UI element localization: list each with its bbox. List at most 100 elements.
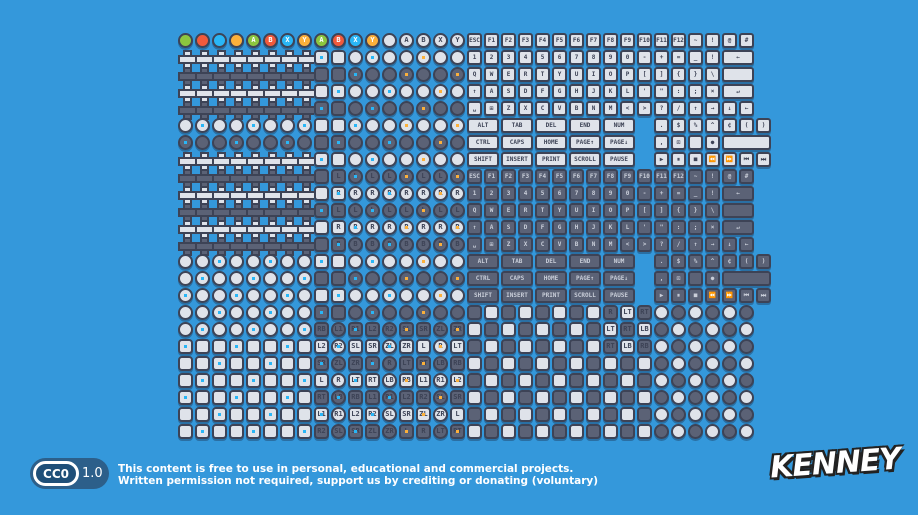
misc-icon [552,356,567,371]
keyboard-key: F [535,84,550,99]
dpad-icon [246,50,265,69]
stick-icon [450,288,465,303]
misc-icon [229,356,244,371]
keyboard-key: ▶ [654,288,669,303]
license-text: This content is free to use in personal,… [118,463,598,487]
misc-icon [688,305,703,320]
keyboard-key: F12 [671,33,686,48]
stick-icon [297,135,312,150]
misc-icon [739,356,754,371]
stick-icon [212,118,227,133]
stick-icon [433,288,448,303]
keyboard-key: C [535,101,550,116]
keyboard-key: F5 [552,33,567,48]
keyboard-key: F10 [637,33,652,48]
misc-icon [671,373,686,388]
misc-icon: LB [620,339,635,354]
keyboard-key: F11 [654,169,669,184]
keyboard-key: \ [705,67,720,82]
misc-icon [467,322,482,337]
dpad-icon [212,152,231,171]
stick-icon [450,305,465,320]
keyboard-key: { [671,203,686,218]
misc-icon [229,339,244,354]
keyboard-key: ¢ [722,254,737,269]
stick-icon [246,118,261,133]
stick-icon [365,84,380,99]
keyboard-key: = [671,50,686,65]
icon-sprite-sheet: ABXYABXYABXYLLLLLLLLRRRRRRRRLLLLLLLLRRRR… [178,33,771,443]
keyboard-key: END [569,118,601,133]
keyboard-key: B [569,237,584,252]
trigger-icon: ZR [348,356,363,371]
keyboard-key: HOME [535,271,567,286]
keyboard-key: 1 [467,50,482,65]
dpad-icon [195,220,214,239]
player-icon [297,254,312,269]
misc-icon [484,407,499,422]
keyboard-key: PAGE↑ [569,135,601,150]
player-icon [280,322,295,337]
stick-icon [416,254,431,269]
player-icon [297,271,312,286]
misc-icon [178,356,193,371]
dpad-icon [263,152,282,171]
keyboard-key: F3 [518,33,533,48]
keyboard-key: ! [705,33,720,48]
stick-icon [382,118,397,133]
keyboard-key: ESC [467,33,482,48]
stick-icon [178,135,193,150]
keyboard-key: ⏭ [756,288,771,303]
trigger-icon: R [416,424,431,439]
misc-icon [467,305,482,320]
misc-icon [195,339,210,354]
player-icon [229,288,244,303]
keyboard-key: J [586,84,601,99]
dpad-icon [297,186,316,205]
keyboard-key: % [688,118,703,133]
dpad-icon [280,169,299,188]
misc-icon: RT [637,305,652,320]
keyboard-key: Q [467,203,482,218]
cc0-license-badge: CC0 1.0 [30,458,109,489]
keyboard-key: CAPS [501,271,533,286]
player-icon [263,305,278,320]
keyboard-key: INSERT [501,288,533,303]
misc-icon [569,339,584,354]
keyboard-key: / [671,101,686,116]
stick-icon [212,135,227,150]
misc-icon [654,390,669,405]
keyboard-key: D [518,84,533,99]
trigger-icon: SL [382,407,397,422]
misc-icon [263,356,278,371]
misc-icon [535,424,550,439]
trigger-icon: RB [450,356,465,371]
keyboard-key: 9 [603,50,618,65]
dpad-icon [297,237,316,256]
misc-icon [518,390,533,405]
keyboard-key: 3 [501,50,516,65]
trigger-icon: RB [314,322,329,337]
dpad-icon [212,203,231,222]
stick-icon: L [433,169,448,184]
button-icon: B [416,33,431,48]
stick-icon [314,101,329,116]
dpad-icon [229,50,248,69]
misc-icon [620,373,635,388]
trigger-icon: R [382,356,397,371]
keyboard-key: T [535,67,550,82]
keyboard-key: B [569,101,584,116]
misc-icon [212,339,227,354]
dpad-icon [195,152,214,171]
stick-icon [416,50,431,65]
misc-icon [195,390,210,405]
trigger-icon: LT [348,373,363,388]
misc-icon [722,305,737,320]
stick-icon [433,135,448,150]
keyboard-key: [ [637,203,652,218]
trigger-icon: L2 [365,322,380,337]
dpad-icon [195,101,214,120]
misc-icon [569,305,584,320]
misc-icon [688,339,703,354]
misc-icon [212,373,227,388]
